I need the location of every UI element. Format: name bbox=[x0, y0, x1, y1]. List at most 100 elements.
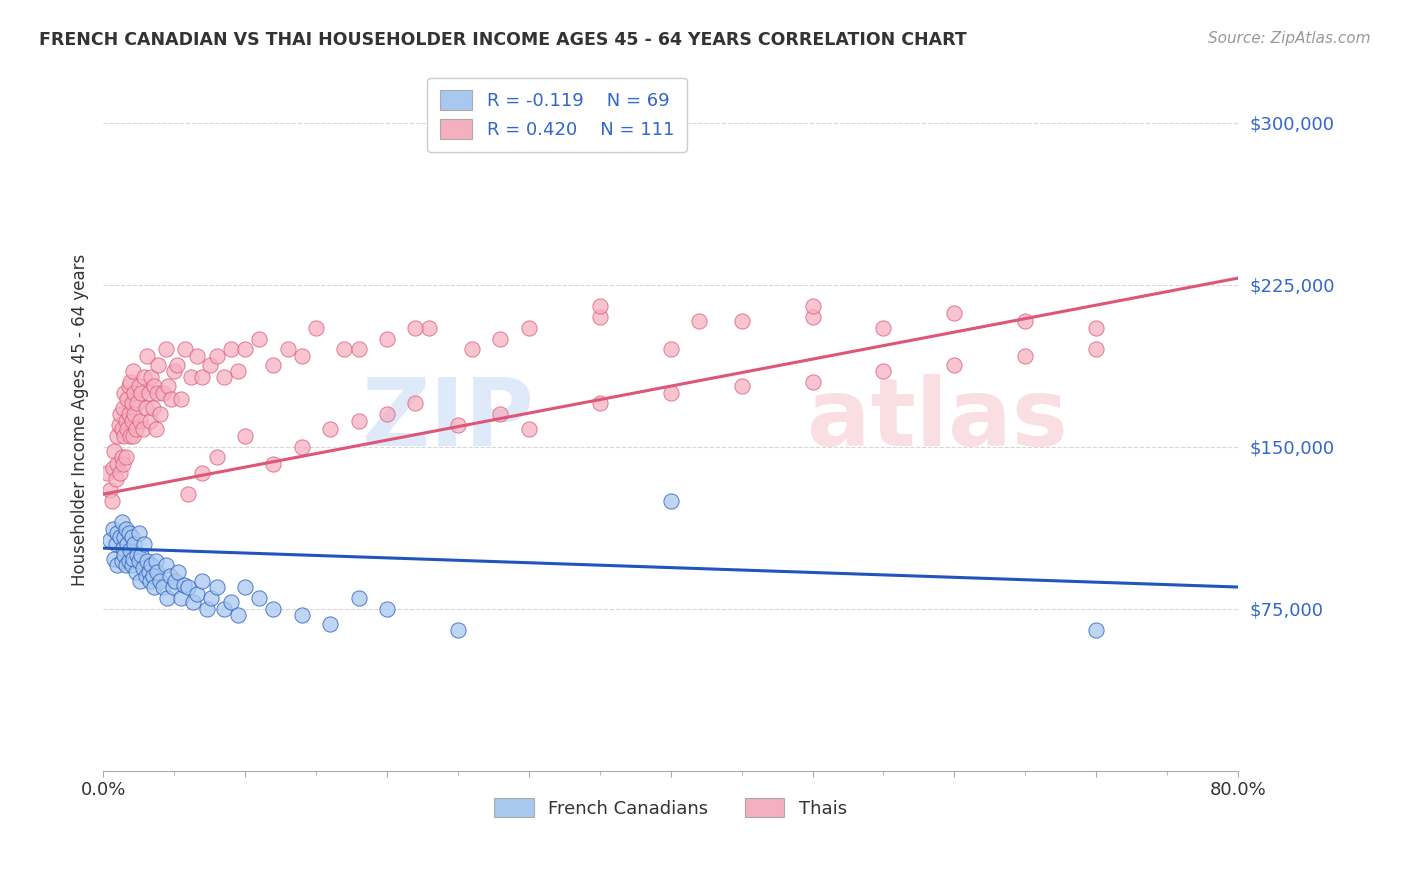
Point bbox=[124, 385, 146, 400]
Text: Source: ZipAtlas.com: Source: ZipAtlas.com bbox=[1208, 31, 1371, 46]
Point bbox=[121, 530, 143, 544]
Point bbox=[139, 414, 162, 428]
Point bbox=[200, 591, 222, 605]
Point bbox=[659, 385, 682, 400]
Point bbox=[688, 314, 710, 328]
Point bbox=[138, 385, 160, 400]
Point bbox=[152, 385, 174, 400]
Point bbox=[131, 548, 153, 562]
Point bbox=[145, 422, 167, 436]
Point bbox=[347, 591, 370, 605]
Point bbox=[517, 320, 540, 334]
Point bbox=[110, 422, 132, 436]
Point bbox=[174, 343, 197, 357]
Point bbox=[517, 422, 540, 436]
Point bbox=[589, 396, 612, 410]
Point bbox=[141, 558, 163, 573]
Point bbox=[96, 466, 118, 480]
Point bbox=[125, 565, 148, 579]
Point bbox=[801, 299, 824, 313]
Point bbox=[1085, 343, 1108, 357]
Point bbox=[112, 530, 135, 544]
Point bbox=[247, 591, 270, 605]
Point bbox=[108, 407, 131, 421]
Point bbox=[120, 375, 142, 389]
Point bbox=[105, 526, 128, 541]
Point bbox=[136, 349, 159, 363]
Point bbox=[152, 580, 174, 594]
Legend: French Canadians, Thais: French Canadians, Thais bbox=[486, 791, 855, 825]
Point bbox=[127, 396, 149, 410]
Point bbox=[233, 429, 256, 443]
Point bbox=[375, 601, 398, 615]
Point bbox=[118, 407, 141, 421]
Point bbox=[404, 396, 426, 410]
Point bbox=[205, 450, 228, 465]
Point bbox=[114, 414, 136, 428]
Point bbox=[132, 422, 155, 436]
Point bbox=[186, 586, 208, 600]
Point bbox=[127, 548, 149, 562]
Point bbox=[181, 595, 204, 609]
Point bbox=[129, 574, 152, 588]
Point bbox=[111, 401, 134, 415]
Point bbox=[114, 450, 136, 465]
Point bbox=[122, 429, 145, 443]
Point bbox=[134, 537, 156, 551]
Point bbox=[589, 299, 612, 313]
Point bbox=[134, 370, 156, 384]
Text: FRENCH CANADIAN VS THAI HOUSEHOLDER INCOME AGES 45 - 64 YEARS CORRELATION CHART: FRENCH CANADIAN VS THAI HOUSEHOLDER INCO… bbox=[39, 31, 967, 49]
Point bbox=[108, 530, 131, 544]
Point bbox=[1085, 624, 1108, 638]
Point bbox=[205, 580, 228, 594]
Point bbox=[110, 554, 132, 568]
Point bbox=[177, 487, 200, 501]
Point bbox=[277, 343, 299, 357]
Point bbox=[136, 554, 159, 568]
Point bbox=[111, 457, 134, 471]
Point bbox=[101, 522, 124, 536]
Point bbox=[730, 314, 752, 328]
Point bbox=[105, 457, 128, 471]
Point bbox=[143, 580, 166, 594]
Point bbox=[262, 601, 284, 615]
Point bbox=[117, 422, 139, 436]
Point bbox=[112, 548, 135, 562]
Point bbox=[170, 591, 193, 605]
Point bbox=[247, 332, 270, 346]
Point bbox=[212, 370, 235, 384]
Point bbox=[142, 401, 165, 415]
Point bbox=[146, 565, 169, 579]
Point bbox=[404, 320, 426, 334]
Point bbox=[943, 306, 966, 320]
Point bbox=[195, 601, 218, 615]
Point bbox=[149, 407, 172, 421]
Point bbox=[121, 414, 143, 428]
Point bbox=[139, 574, 162, 588]
Point bbox=[143, 379, 166, 393]
Text: ZIP: ZIP bbox=[361, 374, 534, 466]
Point bbox=[262, 358, 284, 372]
Point bbox=[589, 310, 612, 324]
Point bbox=[375, 332, 398, 346]
Point bbox=[112, 429, 135, 443]
Point bbox=[121, 396, 143, 410]
Point bbox=[205, 349, 228, 363]
Y-axis label: Householder Income Ages 45 - 64 years: Householder Income Ages 45 - 64 years bbox=[72, 253, 89, 586]
Point bbox=[105, 429, 128, 443]
Point bbox=[124, 537, 146, 551]
Point bbox=[191, 370, 214, 384]
Point bbox=[159, 569, 181, 583]
Point bbox=[212, 601, 235, 615]
Point bbox=[128, 554, 150, 568]
Point bbox=[122, 364, 145, 378]
Point bbox=[145, 554, 167, 568]
Point bbox=[142, 569, 165, 583]
Point bbox=[165, 574, 187, 588]
Point bbox=[110, 450, 132, 465]
Point bbox=[156, 591, 179, 605]
Point bbox=[872, 364, 894, 378]
Point bbox=[131, 385, 153, 400]
Point bbox=[124, 407, 146, 421]
Point bbox=[872, 320, 894, 334]
